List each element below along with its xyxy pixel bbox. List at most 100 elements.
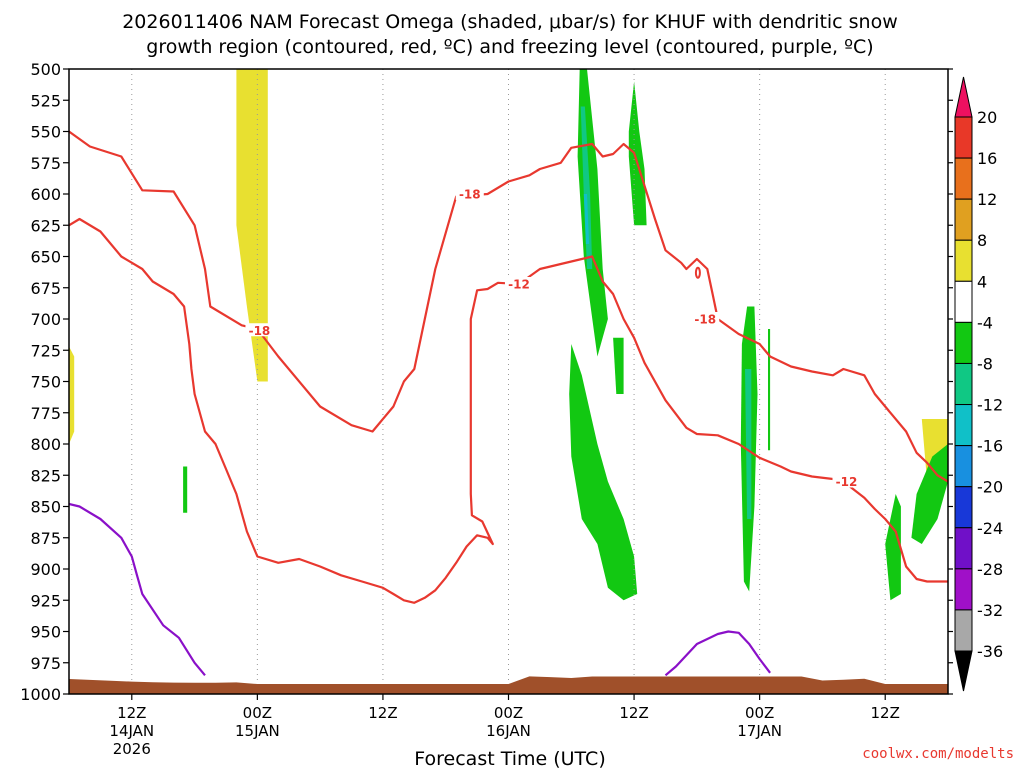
contour-label: -12 <box>508 278 530 292</box>
colorbar-label: -20 <box>977 478 1003 497</box>
colorbar-swatch <box>954 609 973 652</box>
contour-label: -18 <box>694 313 716 327</box>
y-tick-label: 850 <box>30 498 61 517</box>
x-tick-label: 00Z <box>243 704 272 722</box>
colorbar-swatch <box>954 157 973 200</box>
x-tick-label: 12Z <box>368 704 397 722</box>
y-tick-label: 600 <box>30 185 61 204</box>
colorbar-label: 8 <box>977 231 987 250</box>
y-tick-label: 825 <box>30 466 61 485</box>
omega-region <box>745 369 752 519</box>
colorbar-label: -36 <box>977 642 1003 661</box>
x-tick-label: 12Z <box>871 704 900 722</box>
y-tick-label: 525 <box>30 91 61 110</box>
colorbar-swatch <box>954 239 973 282</box>
terrain-fill <box>69 676 948 694</box>
omega-region <box>580 106 593 269</box>
contour-label-bg <box>455 187 484 200</box>
x-tick-label: 12Z <box>619 704 648 722</box>
colorbar-label: 4 <box>977 272 987 291</box>
colorbar-swatch <box>954 280 973 323</box>
omega-region <box>628 81 647 226</box>
contours <box>69 130 948 677</box>
y-tick-label: 500 <box>30 60 61 79</box>
y-tick-label: 625 <box>30 216 61 235</box>
x-tick-label: 12Z <box>117 704 146 722</box>
colorbar-swatch <box>954 321 973 364</box>
credit-text: coolwx.com/modelts <box>862 746 1014 762</box>
plot-area: -18 -18 -12 -18 -12 <box>68 68 949 695</box>
colorbar-label: -4 <box>977 313 993 332</box>
colorbar-swatch <box>954 568 973 611</box>
y-tick-label: 775 <box>30 404 61 423</box>
y-tick-label: 900 <box>30 560 61 579</box>
contour-label-bg <box>504 277 533 290</box>
y-tick-label: 975 <box>30 654 61 673</box>
freezing-level-contour <box>69 502 206 677</box>
y-tick-label: 575 <box>30 154 61 173</box>
contour-label-bg <box>832 474 861 488</box>
y-tick-label: 750 <box>30 373 61 392</box>
colorbar-label: -12 <box>977 396 1003 415</box>
y-tick-label: 875 <box>30 529 61 548</box>
colorbar-label: 12 <box>977 190 997 209</box>
colorbar-label: -8 <box>977 354 993 373</box>
x-tick-date: 15JAN <box>235 722 280 740</box>
dgz-contour <box>69 217 948 604</box>
plot-frame <box>68 68 949 695</box>
contour-label: -12 <box>836 475 858 489</box>
omega-region <box>69 346 75 444</box>
omega-region <box>768 329 771 451</box>
colorbar-label: 16 <box>977 149 997 168</box>
omega-region <box>911 444 948 544</box>
x-tick-year: 2026 <box>113 740 151 758</box>
gridlines <box>131 69 886 694</box>
y-tick-label: 650 <box>30 248 61 267</box>
colorbar-swatch <box>954 404 973 447</box>
colorbar-swatch <box>954 445 973 488</box>
freezing-level-contour <box>664 630 771 677</box>
y-tick-label: 725 <box>30 341 61 360</box>
y-tick-label: 550 <box>30 123 61 142</box>
omega-region <box>583 194 590 244</box>
contour-label: -18 <box>249 324 271 338</box>
contour-label-bg <box>245 323 274 337</box>
omega-region <box>613 337 624 394</box>
colorbar-swatch <box>954 362 973 406</box>
omega-region <box>885 494 901 601</box>
colorbar-bottom-arrow <box>954 650 973 692</box>
contour-label: -18 <box>459 188 481 202</box>
title-line-1: 2026011406 NAM Forecast Omega (shaded, μ… <box>122 11 898 33</box>
contour-label-bg <box>691 312 720 325</box>
y-tick-label: 675 <box>30 279 61 298</box>
omega-region <box>236 69 268 382</box>
y-tick-label: 700 <box>30 310 61 329</box>
x-tick-label: 00Z <box>494 704 523 722</box>
contour-labels: -18 -18 -12 -18 -12 <box>245 187 861 489</box>
x-tick-date: 14JAN <box>109 722 154 740</box>
chart-title: 2026011406 NAM Forecast Omega (shaded, μ… <box>122 11 898 58</box>
colorbar-label: -28 <box>977 560 1003 579</box>
title-line-2: growth region (contoured, red, ºC) and f… <box>146 36 873 58</box>
omega-shading <box>69 69 948 601</box>
y-axis: 500 525 550 575 600 625 650 675 700 725 750 775 800 8… <box>20 60 953 704</box>
colorbar: 20 16 12 8 4 -4 -8 -12 -16 -20 -24 -28 -32 -36 <box>954 76 1003 692</box>
y-tick-label: 950 <box>30 623 61 642</box>
colorbar-label: 20 <box>977 108 997 127</box>
colorbar-top-arrow <box>954 76 973 118</box>
y-tick-label: 1000 <box>20 685 61 704</box>
colorbar-label: -32 <box>977 601 1003 620</box>
colorbar-swatch <box>954 198 973 241</box>
omega-region <box>569 344 638 601</box>
x-axis-label: Forecast Time (UTC) <box>414 748 605 768</box>
omega-region <box>183 466 188 513</box>
x-tick-label: 00Z <box>745 704 774 722</box>
dgz-contour-small <box>694 266 701 279</box>
x-tick-date: 17JAN <box>737 722 782 740</box>
x-tick-date: 16JAN <box>486 722 531 740</box>
terrain-surface <box>69 676 948 694</box>
colorbar-label: -16 <box>977 437 1003 456</box>
y-tick-label: 800 <box>30 435 61 454</box>
